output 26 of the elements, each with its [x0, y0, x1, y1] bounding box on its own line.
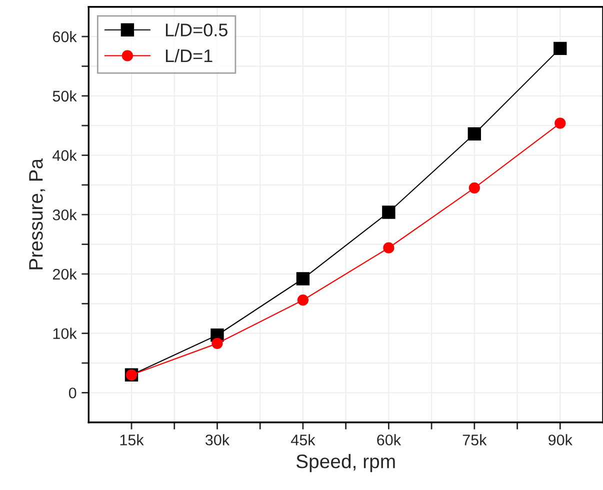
point: [296, 272, 310, 286]
y-tick-label: 60k: [52, 31, 77, 42]
x-tick-label: 30k: [206, 434, 230, 446]
y-axis-title: Pressure, Pa: [29, 158, 46, 270]
point: [297, 294, 309, 306]
x-tick-label: 45k: [290, 434, 316, 446]
y-tick-label: 40k: [52, 150, 77, 161]
x-axis-title: Speed, rpm: [296, 454, 395, 472]
x-tick-label: 90k: [548, 434, 572, 446]
x-tick-label: 60k: [377, 434, 402, 446]
point: [554, 118, 566, 129]
legend-label: L/D=1: [166, 48, 212, 62]
point: [468, 127, 482, 140]
x-tick-label: 15k: [120, 434, 144, 446]
y-tick-label: 10k: [53, 328, 77, 340]
y-tick-label: 0: [68, 388, 76, 398]
point: [212, 338, 223, 349]
legend-label: L/D=0.5: [166, 23, 228, 36]
y-tick-label: 50k: [52, 90, 77, 102]
point: [468, 182, 480, 194]
point: [383, 242, 394, 254]
x-tick-label: 75k: [462, 434, 487, 446]
y-tick-label: 20k: [52, 268, 77, 280]
point: [382, 206, 396, 219]
y-tick-label: 30k: [52, 209, 77, 220]
point: [554, 42, 567, 56]
